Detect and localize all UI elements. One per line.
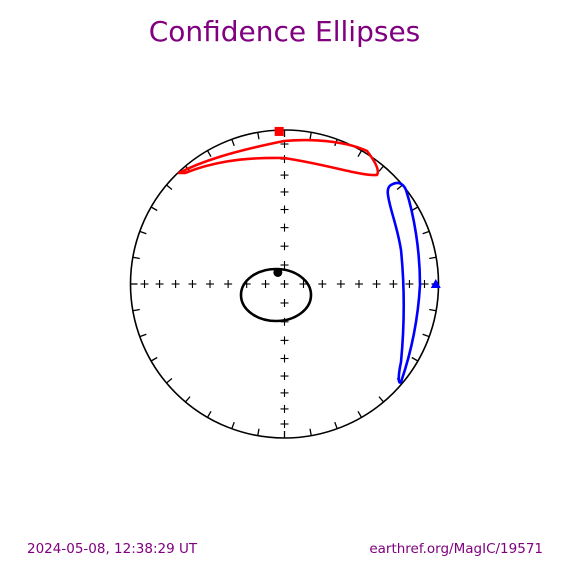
rim-tick [378, 396, 384, 403]
ellipse-red [177, 138, 380, 177]
rim-tick [150, 206, 158, 212]
stereonet-frame [129, 129, 440, 439]
rim-tick [231, 421, 235, 429]
rim-tick [378, 165, 384, 172]
rim-tick [257, 428, 260, 436]
timestamp-label: 2024-05-08, 12:38:29 UT [27, 541, 198, 557]
mean-direction-markers [273, 126, 441, 288]
source-link[interactable]: earthref.org/MagIC/19571 [369, 541, 543, 557]
mean-marker-blue [430, 279, 441, 288]
mean-marker-black [273, 267, 283, 277]
rim-tick [411, 356, 419, 362]
rim-tick [206, 150, 212, 158]
rim-tick [132, 256, 140, 260]
rim-tick [206, 410, 212, 418]
rim-tick [429, 308, 437, 312]
confidence-ellipses [177, 138, 422, 384]
ellipse-black [239, 267, 313, 323]
rim-tick [309, 428, 312, 436]
rim-tick [429, 256, 437, 260]
rim-tick [166, 377, 173, 384]
rim-tick [231, 139, 235, 147]
rim-tick [309, 132, 312, 140]
rim-tick [139, 333, 147, 338]
rim-tick [357, 410, 363, 418]
rim-tick [334, 421, 338, 429]
rim-tick [139, 230, 147, 235]
ellipse-blue [386, 181, 422, 384]
rim-tick [257, 132, 260, 140]
rim-tick [185, 396, 191, 403]
rim-tick [357, 150, 363, 158]
rim-tick [422, 333, 430, 338]
chart-title: Confidence Ellipses [148, 15, 421, 48]
rim-tick [132, 308, 140, 312]
mean-marker-red [274, 126, 284, 136]
rim-tick [150, 356, 158, 362]
rim-tick [166, 184, 173, 191]
rim-tick [422, 230, 430, 235]
